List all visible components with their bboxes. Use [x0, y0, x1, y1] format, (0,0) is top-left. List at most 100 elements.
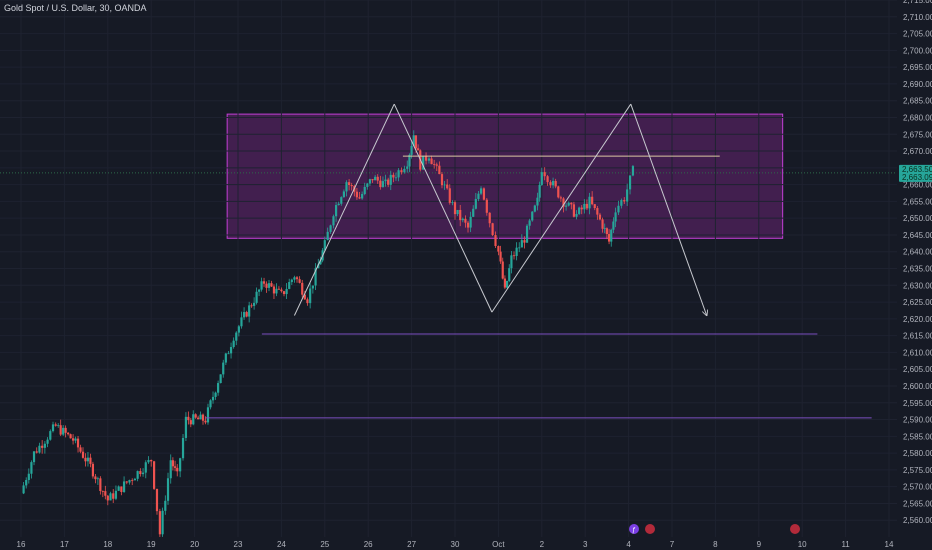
candle-body [340, 197, 343, 204]
candle-body [628, 175, 632, 190]
candle-body [379, 180, 382, 188]
candle-body [453, 202, 457, 215]
candle-body [46, 439, 49, 444]
candle-body [503, 278, 507, 288]
candle-body [389, 174, 392, 185]
candle-body [260, 281, 263, 290]
candle-body [181, 437, 185, 459]
candle-body [69, 434, 72, 439]
price-tick-label: 2,575.000 [903, 466, 932, 475]
time-tick-label: 10 [798, 540, 807, 549]
candle-body [424, 155, 428, 161]
candle-body [397, 170, 400, 178]
candle-body [173, 466, 177, 468]
candle-body [91, 463, 95, 477]
candle-body [184, 416, 188, 438]
candle-body [559, 197, 562, 199]
candle-body [43, 443, 46, 448]
time-tick-label: 16 [17, 540, 26, 549]
candle-body [531, 211, 534, 221]
candle-body [518, 247, 521, 249]
candle-body [89, 457, 92, 464]
price-tick-label: 2,615.000 [903, 332, 932, 341]
price-tick-label: 2,630.000 [903, 281, 932, 290]
time-tick-label: 26 [364, 540, 373, 549]
candle-body [623, 200, 626, 202]
price-tick-label: 2,715.000 [903, 0, 932, 5]
candle-body [290, 279, 293, 283]
candle-body [309, 288, 312, 304]
candle-body [71, 438, 75, 441]
candle-body [384, 179, 387, 182]
candle-body [229, 347, 233, 354]
candle-body [282, 291, 286, 295]
candle-body [298, 279, 301, 283]
candle-body [620, 200, 623, 206]
candle-body [67, 432, 70, 435]
candle-body [155, 488, 159, 512]
candle-body [272, 286, 276, 294]
candle-body [257, 289, 261, 292]
candle-body [598, 214, 602, 220]
time-tick-label: 24 [277, 540, 286, 549]
time-tick-label: 2 [540, 540, 545, 549]
candle-body [255, 291, 258, 303]
price-tick-label: 2,565.000 [903, 499, 932, 508]
time-tick-label: 20 [190, 540, 199, 549]
candle-body [538, 184, 541, 198]
economic-event-icon[interactable] [629, 524, 639, 534]
event-icon-glyph: ƒ [632, 527, 636, 534]
candle-body [176, 467, 179, 472]
candle-body [400, 170, 403, 173]
price-axis-bg [897, 0, 932, 550]
candle-body [38, 445, 41, 453]
us-flag-event-icon[interactable] [645, 524, 655, 534]
candle-body [86, 457, 90, 462]
candle-body [536, 197, 539, 206]
price-tick-label: 2,610.000 [903, 348, 932, 357]
candle-body [392, 174, 395, 178]
zigzag-segment [393, 103, 493, 313]
candle-body [491, 223, 494, 236]
candle-body [433, 164, 436, 165]
candle-body [540, 172, 543, 185]
candle-body [237, 326, 240, 333]
candle-body [626, 189, 629, 202]
candle-body [161, 510, 164, 535]
candle-body [479, 188, 483, 194]
candle-body [443, 184, 446, 186]
us-flag-event-icon-2[interactable] [790, 524, 800, 534]
candle-body [217, 383, 220, 393]
candle-body [422, 155, 425, 170]
candle-body [104, 491, 107, 496]
candle-body [510, 255, 513, 269]
time-tick-label: 30 [451, 540, 460, 549]
candle-body [245, 312, 248, 317]
candle-body [311, 285, 314, 289]
candle-body [612, 221, 615, 230]
candle-body [222, 362, 225, 375]
candle-body [575, 213, 578, 217]
candle-body [406, 166, 409, 169]
candle-body [242, 312, 246, 318]
candle-body [164, 500, 167, 511]
price-tick-label: 2,645.000 [903, 231, 932, 240]
candle-body [583, 203, 586, 210]
price-tick-label: 2,560.000 [903, 516, 932, 525]
candle-body [601, 219, 604, 229]
candle-body [54, 424, 57, 426]
candle-body [285, 288, 288, 295]
candle-body [501, 261, 504, 279]
time-tick-label: 7 [670, 540, 675, 549]
price-tick-label: 2,585.000 [903, 432, 932, 441]
candle-body [120, 486, 123, 492]
candle-body [358, 197, 361, 199]
time-tick-label: 3 [583, 540, 588, 549]
candle-body [262, 281, 266, 284]
candle-body [350, 185, 353, 187]
candle-body [64, 427, 67, 433]
candle-body [410, 145, 413, 155]
candle-body [84, 457, 87, 462]
